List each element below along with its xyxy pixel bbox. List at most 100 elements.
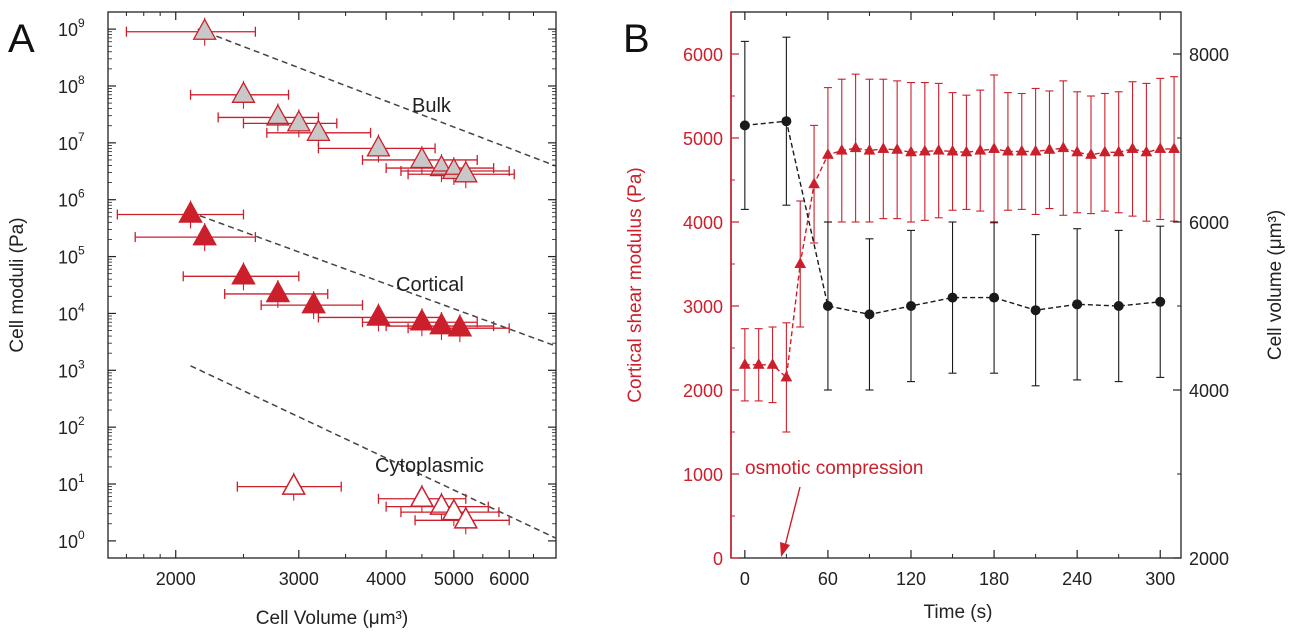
shear-modulus-point <box>918 144 931 156</box>
cell-volume-point <box>864 309 875 320</box>
panel-a-series-label-bulk: Bulk <box>412 95 452 117</box>
data-point-bulk <box>192 18 217 40</box>
shear-modulus-point <box>835 143 848 155</box>
left-y-tick-label: 5000 <box>683 129 723 149</box>
shear-modulus-point <box>905 145 917 157</box>
panel-b-left-axis-label: Cortical shear modulus (Pa) <box>625 167 646 402</box>
panel-b-x-axis-label: Time (s) <box>924 602 993 623</box>
right-y-tick-label: 8000 <box>1189 45 1229 65</box>
shear-modulus-point <box>1001 144 1014 156</box>
x-tick-label: 2000 <box>156 569 196 589</box>
panel-a-x-axis-ticks: 2000 3000 4000 5000 6000 <box>125 12 535 589</box>
data-point-bulk <box>306 119 331 142</box>
shear-modulus-point <box>946 144 959 156</box>
shear-modulus-point <box>974 143 987 155</box>
data-point-cytoplasmic <box>429 492 454 515</box>
data-point-bulk <box>286 109 311 132</box>
right-y-tick-label: 4000 <box>1189 381 1229 401</box>
left-y-tick-label: 4000 <box>683 213 723 233</box>
y-tick-label: 109 <box>58 16 85 40</box>
panel-a-fit-lines <box>190 28 557 539</box>
osmotic-compression-arrow <box>784 486 801 547</box>
panel-a-series-label-cytoplasmic: Cytoplasmic <box>375 455 484 477</box>
panel-b-label: B <box>623 17 650 61</box>
data-point-cortical <box>409 308 435 331</box>
shear-modulus-point <box>794 257 807 269</box>
cell-volume-point <box>739 120 750 131</box>
fit-line-bulk <box>197 28 557 167</box>
cell-volume-point <box>781 116 792 127</box>
cell-volume-point <box>1030 305 1041 316</box>
shear-modulus-point <box>1029 144 1042 156</box>
shear-modulus-point <box>1015 144 1028 156</box>
shear-modulus-point <box>1043 143 1056 154</box>
data-point-bulk <box>231 81 256 103</box>
shear-modulus-point <box>1085 148 1097 159</box>
y-tick-label: 101 <box>58 471 85 495</box>
x-tick-label: 0 <box>740 569 750 589</box>
shear-modulus-point <box>1140 145 1153 157</box>
shear-modulus-point <box>780 370 793 382</box>
shear-modulus-point <box>932 143 945 155</box>
shear-modulus-point <box>738 358 751 369</box>
left-y-tick-label: 0 <box>713 549 723 569</box>
panel-a-data-marks <box>116 17 515 535</box>
data-point-bulk <box>265 103 290 126</box>
osmotic-compression-label: osmotic compression <box>745 458 923 479</box>
x-tick-label: 120 <box>896 569 926 589</box>
x-tick-label: 4000 <box>366 569 406 589</box>
data-point-cytoplasmic <box>409 484 435 508</box>
cell-volume-point <box>947 292 958 303</box>
x-tick-label: 300 <box>1145 569 1175 589</box>
shear-modulus-point <box>891 143 904 154</box>
y-tick-label: 108 <box>58 73 85 97</box>
panel-b-data-marks <box>738 36 1181 433</box>
data-point-cytoplasmic <box>281 472 306 495</box>
data-point-cortical <box>447 314 473 337</box>
shear-modulus-point <box>1126 142 1139 153</box>
data-point-cortical <box>301 291 326 314</box>
osmotic-compression-arrowhead <box>780 542 790 557</box>
y-tick-label: 105 <box>58 244 85 268</box>
data-point-cortical <box>265 280 291 303</box>
panel-b: B 0 60 120 180 240 300 0 1000 2000 3000 4000 5000 6… <box>623 11 1286 623</box>
data-point-cortical <box>429 312 454 335</box>
x-tick-label: 60 <box>818 569 838 589</box>
x-tick-label: 6000 <box>489 569 529 589</box>
y-tick-label: 103 <box>58 357 85 381</box>
panel-a: A 2000 3000 4000 5000 6000 10010110210310410… <box>7 11 557 629</box>
shear-modulus-point <box>863 143 876 155</box>
cell-volume-point <box>989 292 1000 303</box>
shear-modulus-point <box>1071 145 1084 157</box>
panel-b-left-axis-ticks: 0 1000 2000 3000 4000 5000 6000 <box>683 45 739 569</box>
fit-line-cortical <box>190 211 557 347</box>
data-point-cortical <box>192 223 217 246</box>
panel-b-right-axis-ticks: 2000 4000 6000 8000 <box>1173 45 1229 569</box>
data-point-cortical <box>366 303 391 326</box>
shear-modulus-point <box>766 358 779 369</box>
x-tick-label: 240 <box>1062 569 1092 589</box>
right-y-tick-label: 6000 <box>1189 213 1229 233</box>
left-y-tick-label: 3000 <box>683 297 723 317</box>
shear-modulus-point <box>1168 142 1181 153</box>
panel-b-right-axis-label: Cell volume (μm³) <box>1265 210 1286 360</box>
cell-volume-point <box>1072 299 1083 310</box>
shear-modulus-point <box>849 141 862 153</box>
shear-modulus-point <box>877 142 890 153</box>
data-point-cortical <box>231 262 256 285</box>
cell-volume-point <box>1113 301 1124 311</box>
panel-a-label: A <box>8 17 35 61</box>
shear-modulus-point <box>808 177 821 189</box>
left-y-tick-label: 1000 <box>683 465 723 485</box>
shear-modulus-point <box>988 142 1001 153</box>
shear-modulus-point <box>821 148 834 159</box>
shear-modulus-point <box>1098 145 1111 157</box>
panel-a-plot-frame <box>107 11 557 559</box>
cell-volume-point <box>1155 296 1166 307</box>
data-point-cytoplasmic <box>453 506 479 529</box>
y-tick-label: 104 <box>58 300 85 324</box>
data-point-bulk <box>366 134 391 157</box>
shear-modulus-point <box>1112 145 1125 157</box>
shear-modulus-point <box>1154 142 1167 153</box>
